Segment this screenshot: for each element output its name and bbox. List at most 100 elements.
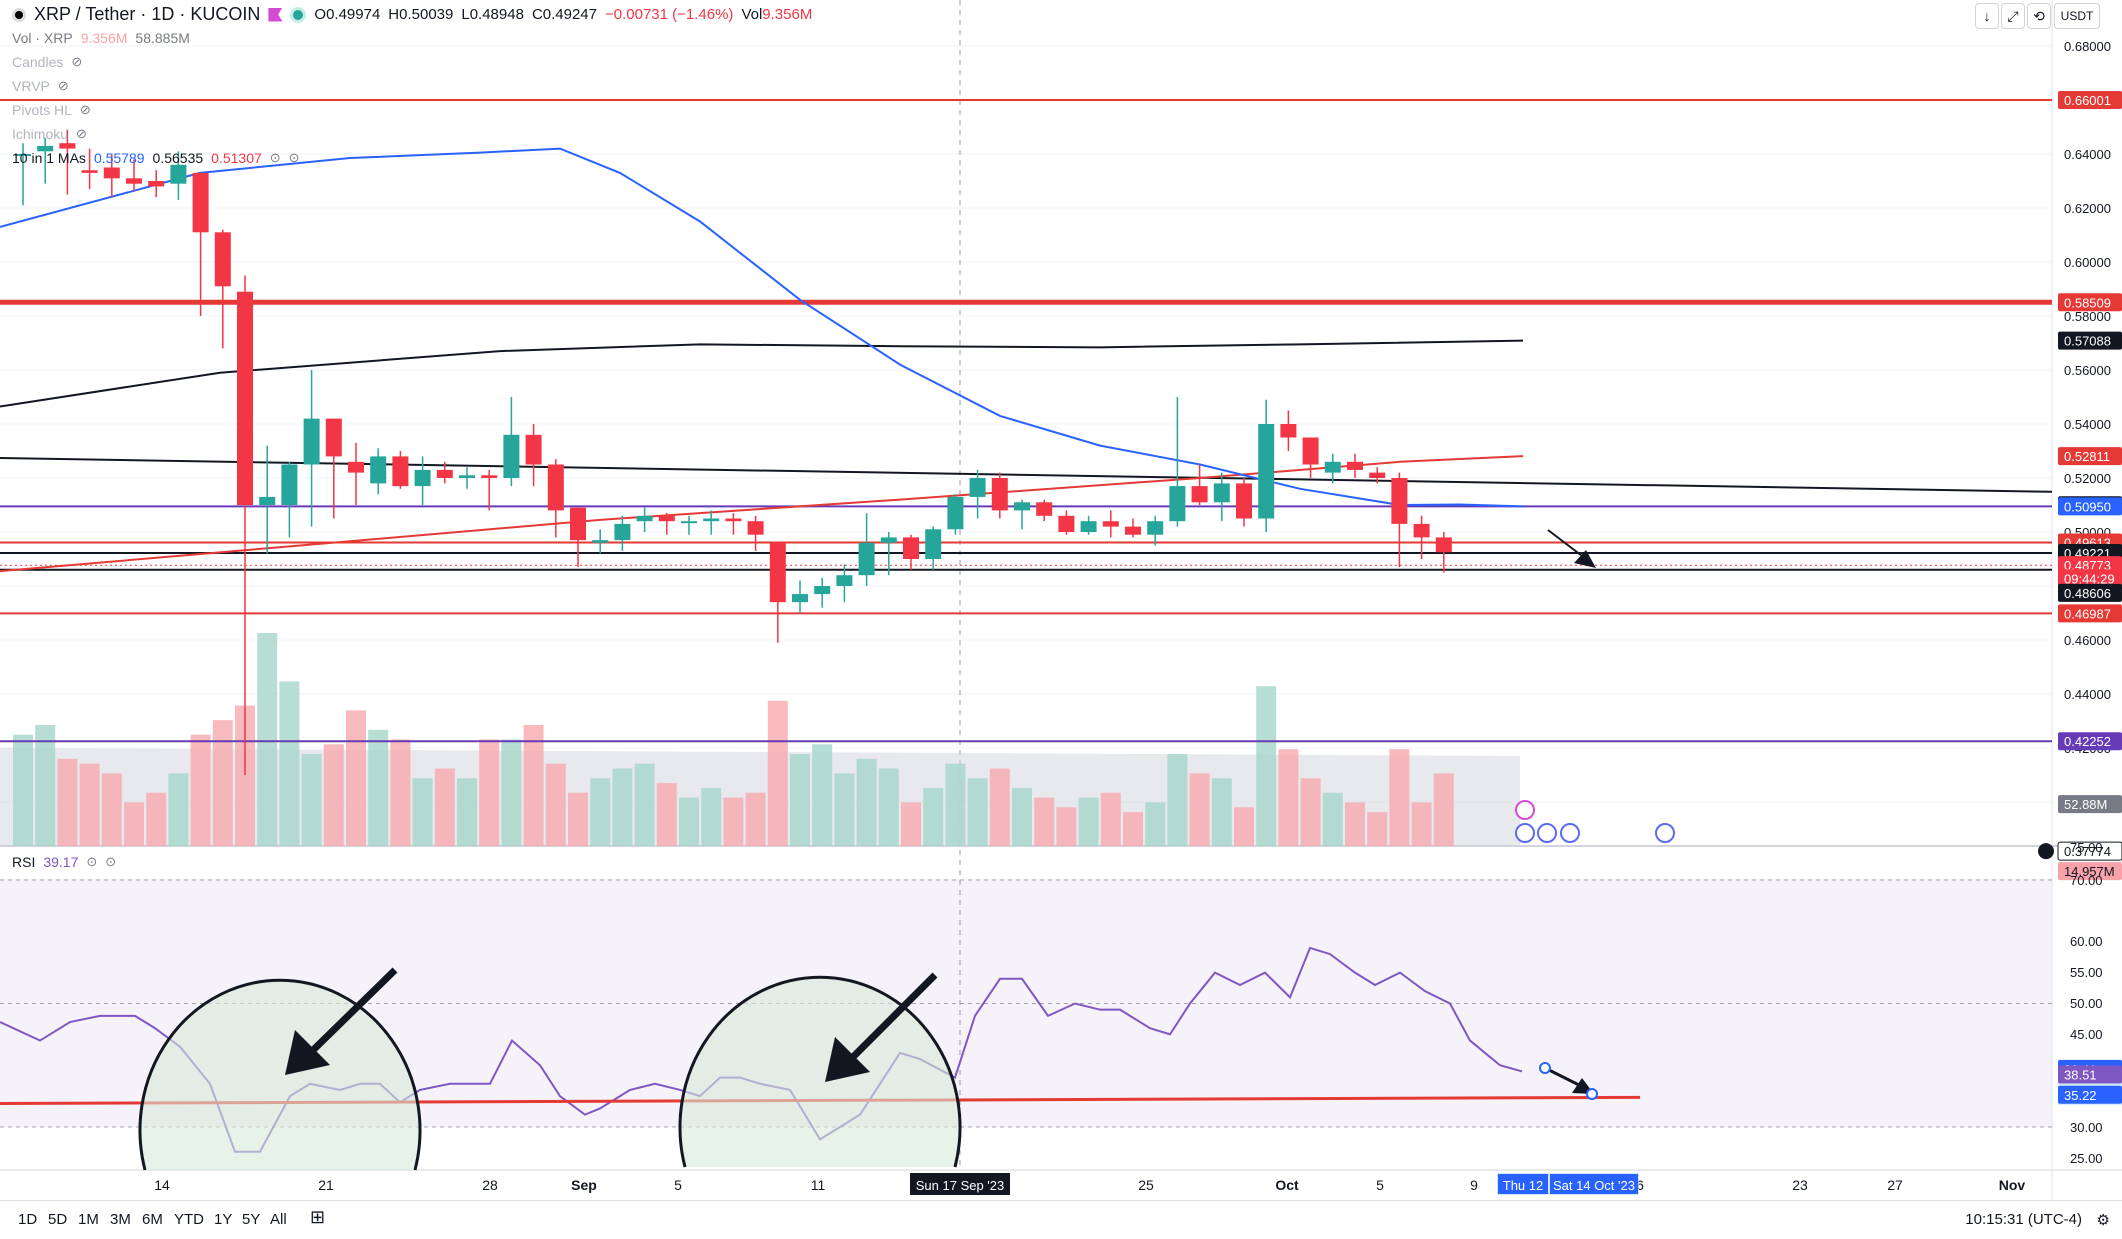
volume-bar (723, 797, 744, 846)
price-axis-label: 0.37774 (2064, 844, 2111, 859)
date-range-icon[interactable]: ⊞ (310, 1207, 326, 1227)
candle-body (1191, 486, 1208, 503)
volume-bar (1211, 778, 1232, 846)
timeframe-5d[interactable]: 5D (48, 1211, 68, 1228)
price-axis-label-bg (2058, 497, 2122, 516)
ohlc-open: O0.49974 (314, 6, 381, 23)
indicator-label: Pivots HL (12, 102, 72, 118)
candle-body (1014, 502, 1030, 511)
ohlc-change: −0.00731 (−1.46%) (605, 6, 734, 23)
clock[interactable]: 10:15:31 (UTC-4) (1965, 1211, 2082, 1228)
candle-body (1258, 424, 1275, 519)
volume-indicator-legend[interactable]: Vol · XRP 9.356M 58.885M (12, 30, 190, 46)
candle (747, 515, 764, 551)
volume-bar (679, 797, 699, 846)
candle (1391, 472, 1408, 568)
highlight-circle (138, 978, 422, 1171)
candle (903, 534, 919, 570)
indicator-ichimoku[interactable]: Ichimoku ⊘ (12, 126, 87, 142)
candle-body (1169, 486, 1186, 522)
timeframe-1d[interactable]: 1D (18, 1211, 38, 1228)
timeframe-3m[interactable]: 3M (110, 1211, 131, 1228)
time-tick-label: 5 (1376, 1177, 1384, 1193)
symbol-title[interactable]: XRP / Tether · 1D · KUCOIN (34, 4, 261, 24)
time-tick-label: 9 (1470, 1177, 1478, 1193)
eye-hidden-icon[interactable]: ⊘ (79, 102, 91, 117)
candle (1347, 453, 1363, 478)
more-icon[interactable]: ⊙ (105, 854, 117, 869)
currency-select[interactable]: USDT (2054, 3, 2100, 29)
crosshair-time-label: Sun 17 Sep '23 (916, 1178, 1005, 1193)
candle-body (1413, 523, 1430, 538)
price-axis-label-bg (2058, 795, 2122, 814)
candle (991, 472, 1008, 519)
indicator-mas[interactable]: 10 in 1 MAs 0.55789 0.56535 0.51307 ⊙ ⊙ (12, 150, 300, 166)
timeframe-6m[interactable]: 6M (142, 1211, 163, 1228)
volume-bar (1056, 807, 1077, 846)
candle (59, 129, 76, 195)
ma-black-line (0, 339, 1524, 408)
symbol-logo-icon (12, 7, 26, 22)
settings-icon[interactable]: ⊙ (269, 150, 281, 165)
scroll-down-icon[interactable]: ↓ (1975, 3, 1999, 29)
candle (703, 510, 720, 535)
candle (303, 370, 320, 527)
candle-body (59, 143, 76, 149)
settings-icon[interactable]: ⚙ (2096, 1212, 2110, 1229)
candle (658, 513, 675, 535)
candle-body (392, 456, 409, 487)
volume-bar (1012, 787, 1032, 846)
settings-icon[interactable]: ⊙ (86, 854, 98, 869)
volume-bar (457, 778, 477, 846)
time-axis-label-bg (1550, 1174, 1638, 1194)
candle-body (592, 540, 609, 543)
vol-sub-value-2: 58.885M (135, 30, 190, 46)
volume-bar (101, 773, 122, 846)
flag-icon[interactable] (268, 7, 283, 22)
timeframe-ytd[interactable]: YTD (174, 1211, 204, 1228)
candle-body (459, 475, 475, 478)
candle (436, 461, 453, 484)
more-icon[interactable]: ⊙ (288, 150, 300, 165)
candle (503, 397, 520, 487)
timeframe-all[interactable]: All (270, 1211, 287, 1228)
candle-body (1391, 478, 1408, 524)
reset-icon[interactable]: ⟲ (2027, 3, 2051, 29)
indicator-candles[interactable]: Candles ⊘ (12, 54, 82, 70)
eye-hidden-icon[interactable]: ⊘ (76, 126, 87, 141)
volume-bar (612, 768, 633, 846)
timeframe-1m[interactable]: 1M (78, 1211, 99, 1228)
drawing-handle (1539, 1062, 1551, 1074)
candle-body (614, 523, 631, 541)
candle (1435, 532, 1452, 573)
candle (1036, 499, 1053, 522)
fullscreen-icon[interactable]: ⤢ (2001, 3, 2025, 29)
rsi-legend[interactable]: RSI 39.17 ⊙ ⊙ (12, 854, 116, 870)
price-axis-label: 0.48606 (2064, 586, 2111, 601)
candle (1413, 515, 1430, 559)
candle-body (1302, 437, 1319, 465)
indicator-vrvp[interactable]: VRVP ⊘ (12, 78, 69, 94)
time-axis-label-bg (1498, 1174, 1548, 1194)
time-tick-label: 11 (811, 1177, 826, 1193)
ma-value-2: 0.56535 (152, 150, 204, 166)
candle (858, 513, 875, 586)
eye-hidden-icon[interactable]: ⊘ (71, 54, 83, 69)
volume-bar (146, 792, 167, 846)
candle (814, 577, 831, 608)
market-status-icon[interactable] (290, 6, 307, 23)
time-tick-label: 21 (318, 1177, 334, 1193)
ma-blue-line (0, 147, 1524, 508)
indicator-pivots[interactable]: Pivots HL ⊘ (12, 102, 91, 118)
timeframe-1y[interactable]: 1Y (214, 1211, 233, 1228)
timeframe-5y[interactable]: 5Y (242, 1211, 261, 1228)
candle (525, 424, 542, 487)
candle (126, 159, 142, 192)
candle-body (525, 434, 542, 465)
candle-body (1080, 521, 1097, 532)
eye-hidden-icon[interactable]: ⊘ (57, 78, 69, 93)
price-tick-label: 0.44000 (2064, 687, 2111, 702)
volume-bar (523, 724, 544, 846)
volume-bar (1367, 812, 1388, 846)
